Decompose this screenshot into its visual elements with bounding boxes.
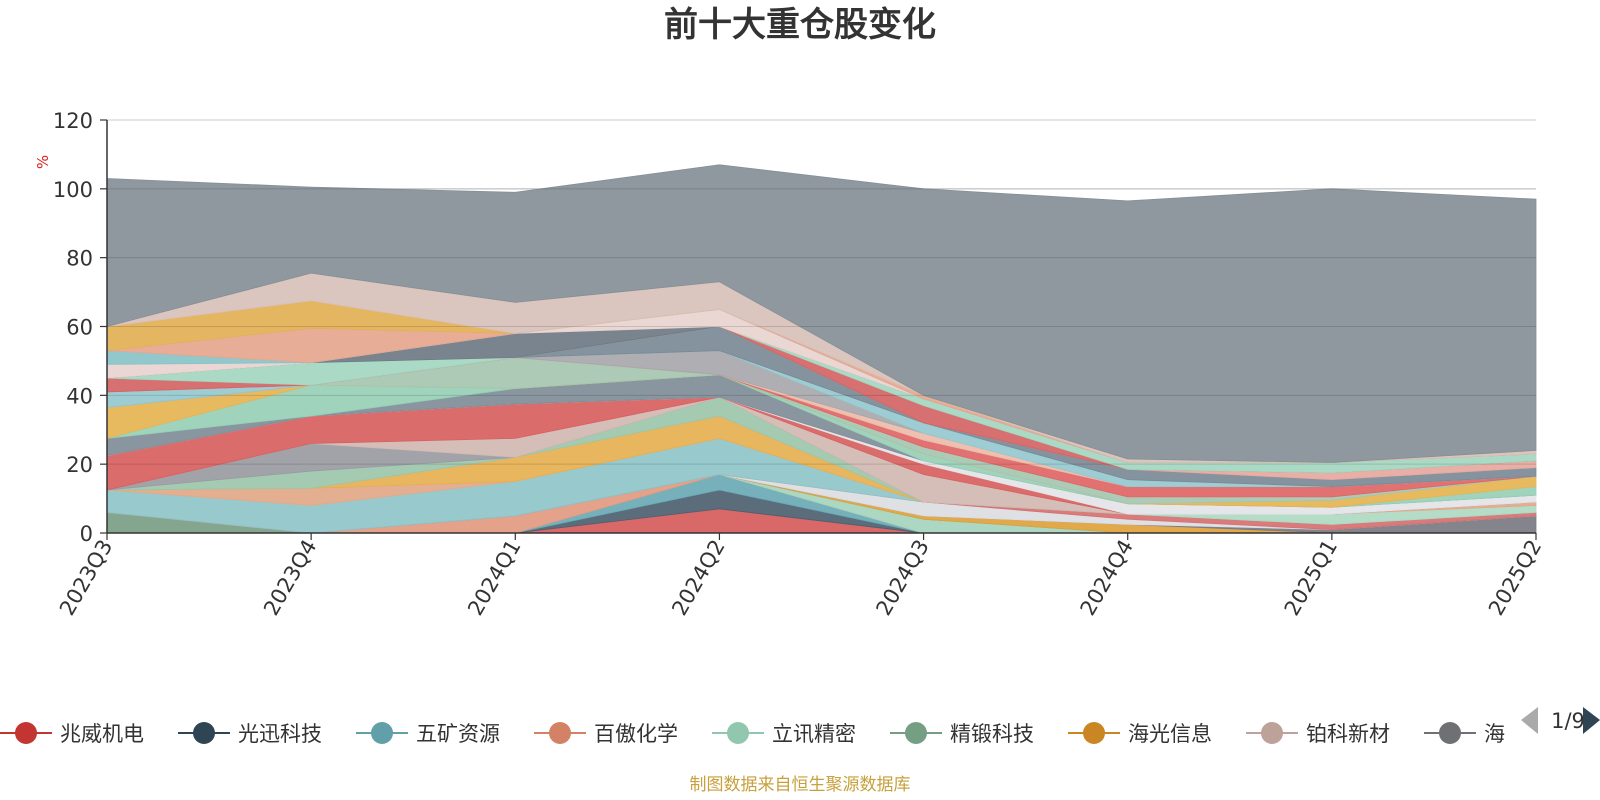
y-tick-label: 80 (66, 247, 93, 271)
legend-item[interactable]: 立讯精密 (712, 722, 856, 746)
legend-prev-arrow-icon[interactable] (1521, 707, 1538, 734)
legend-label: 精锻科技 (950, 722, 1034, 746)
legend-pager: 1/9 (1521, 707, 1600, 734)
legend-marker-icon (15, 722, 37, 744)
x-tick-label: 2024Q2 (667, 536, 729, 620)
legend-marker-icon (193, 722, 215, 744)
legend: 兆威机电 光迅科技 五矿资源 百傲化学 立讯精密 精锻科技 海光信息 铂科新材 海 (0, 722, 1505, 746)
legend-marker-icon (371, 722, 393, 744)
legend-item[interactable]: 百傲化学 (534, 722, 678, 746)
legend-next-arrow-icon[interactable] (1583, 707, 1600, 734)
legend-item[interactable]: 兆威机电 (0, 722, 144, 746)
legend-marker-icon (1439, 722, 1461, 744)
y-tick-label: 60 (66, 316, 93, 340)
legend-label: 海 (1484, 722, 1505, 746)
x-tick-label: 2023Q3 (55, 536, 117, 620)
x-tick-label: 2024Q4 (1076, 536, 1138, 620)
source-note: 制图数据来自恒生聚源数据库 (690, 775, 911, 795)
y-tick-label: 20 (66, 453, 93, 477)
x-tick-label: 2023Q4 (259, 536, 321, 620)
legend-item[interactable]: 海光信息 (1068, 722, 1212, 746)
legend-item[interactable]: 五矿资源 (356, 722, 500, 746)
x-tick-label: 2024Q3 (871, 536, 933, 620)
legend-label: 五矿资源 (416, 722, 500, 746)
chart-title: 前十大重仓股变化 (664, 5, 936, 45)
y-tick-label: 0 (80, 522, 93, 546)
legend-marker-icon (549, 722, 571, 744)
x-tick-label: 2024Q1 (463, 536, 525, 620)
legend-item[interactable]: 铂科新材 (1246, 722, 1390, 746)
legend-label: 光迅科技 (238, 722, 322, 746)
legend-item[interactable]: 海 (1424, 722, 1505, 746)
y-tick-label: 100 (53, 178, 93, 202)
legend-page-indicator: 1/9 (1551, 709, 1585, 733)
legend-label: 百傲化学 (594, 722, 678, 746)
legend-label: 兆威机电 (60, 722, 144, 746)
legend-marker-icon (1083, 722, 1105, 744)
y-axis-unit: % (34, 155, 52, 169)
legend-marker-icon (727, 722, 749, 744)
legend-item[interactable]: 精锻科技 (890, 722, 1034, 746)
legend-marker-icon (905, 722, 927, 744)
legend-item[interactable]: 光迅科技 (178, 722, 322, 746)
legend-label: 海光信息 (1128, 722, 1212, 746)
x-tick-label: 2025Q2 (1484, 536, 1546, 620)
legend-label: 立讯精密 (772, 722, 856, 746)
y-tick-label: 120 (53, 109, 93, 133)
x-tick-label: 2025Q1 (1280, 536, 1342, 620)
y-tick-label: 40 (66, 384, 93, 408)
legend-marker-icon (1261, 722, 1283, 744)
legend-label: 铂科新材 (1306, 722, 1390, 746)
area-series-39 (106, 164, 1537, 463)
area-layer (106, 164, 1537, 534)
